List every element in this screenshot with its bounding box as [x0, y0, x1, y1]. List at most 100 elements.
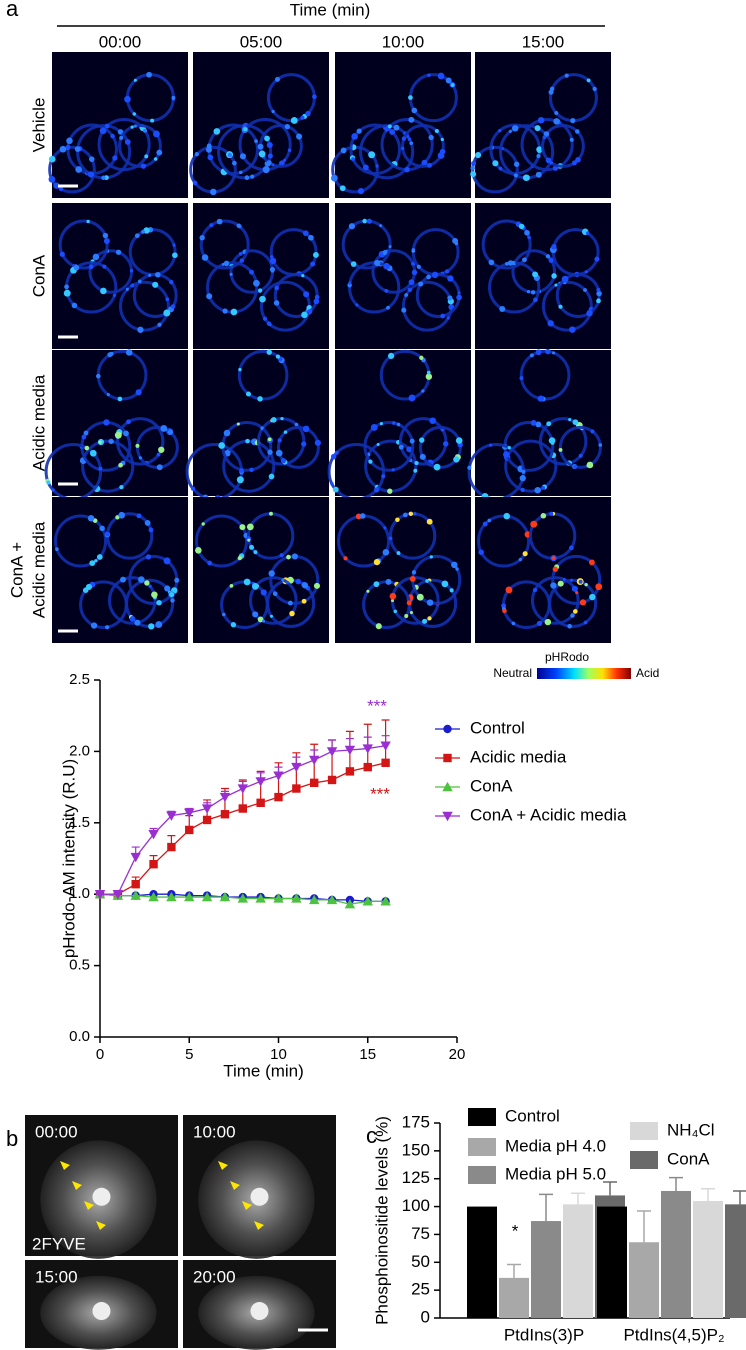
puncta: [592, 86, 597, 92]
panel-label: a: [6, 0, 19, 21]
puncta: [455, 567, 459, 571]
micrograph: [193, 52, 329, 198]
data-point: [238, 804, 247, 813]
puncta: [425, 579, 429, 583]
puncta: [382, 549, 390, 556]
puncta: [232, 160, 237, 166]
micrograph: [335, 350, 471, 496]
puncta: [521, 469, 526, 474]
puncta: [355, 303, 359, 307]
puncta: [549, 511, 554, 516]
puncta: [545, 157, 552, 164]
row-label: ConA +: [7, 542, 26, 598]
legend-label: Control: [505, 1106, 560, 1125]
puncta: [487, 518, 492, 523]
puncta: [138, 576, 145, 583]
puncta: [272, 591, 278, 597]
nucleus: [250, 1187, 269, 1206]
cell: [195, 514, 249, 568]
puncta: [381, 474, 386, 479]
legend-label: ConA + Acidic media: [470, 805, 627, 824]
puncta: [130, 283, 135, 288]
legend-marker: [443, 753, 452, 763]
cell: [401, 124, 445, 168]
puncta: [409, 575, 416, 582]
puncta: [579, 599, 587, 606]
puncta: [568, 418, 572, 422]
puncta: [123, 430, 129, 437]
x-tick-label: PtdIns(3)P: [504, 1325, 584, 1344]
puncta: [136, 513, 142, 519]
puncta: [437, 72, 445, 80]
bar: [693, 1201, 723, 1318]
puncta: [427, 616, 432, 621]
puncta: [106, 393, 110, 397]
x-tick-label: 5: [185, 1046, 193, 1063]
arrow: [72, 1181, 82, 1190]
puncta: [548, 257, 554, 263]
puncta: [391, 421, 396, 425]
puncta: [455, 437, 463, 444]
puncta: [387, 352, 395, 360]
puncta: [456, 294, 462, 301]
puncta: [334, 450, 339, 455]
timestamp: 20:00: [193, 1267, 236, 1286]
data-point: [166, 811, 177, 821]
puncta: [376, 443, 380, 447]
puncta: [383, 262, 390, 270]
puncta: [379, 422, 383, 426]
puncta: [135, 443, 140, 448]
micrograph: [52, 350, 188, 496]
puncta: [48, 175, 56, 183]
puncta: [156, 599, 162, 606]
puncta: [287, 600, 293, 606]
puncta: [99, 525, 105, 532]
puncta: [222, 308, 228, 314]
data-point: [362, 896, 373, 906]
puncta: [447, 275, 454, 282]
puncta: [407, 287, 413, 293]
puncta: [257, 616, 264, 623]
puncta: [536, 620, 543, 627]
row-label: ConA: [29, 254, 48, 297]
puncta: [513, 173, 518, 178]
puncta: [258, 150, 266, 158]
puncta: [134, 233, 140, 239]
puncta: [348, 281, 352, 285]
puncta: [373, 559, 381, 566]
timepoint: 00:00: [99, 32, 142, 51]
puncta: [144, 580, 150, 586]
puncta: [205, 146, 212, 153]
significance: ***: [367, 696, 387, 715]
puncta: [163, 557, 171, 565]
cell: [115, 417, 165, 466]
arrow: [230, 1181, 240, 1190]
puncta: [522, 257, 527, 263]
puncta: [431, 271, 439, 279]
puncta: [254, 139, 258, 144]
puncta: [305, 110, 311, 117]
puncta: [129, 269, 134, 273]
puncta: [262, 316, 268, 321]
puncta: [596, 290, 602, 297]
puncta: [362, 218, 367, 224]
panel-label: c: [366, 1123, 377, 1148]
puncta: [428, 134, 434, 141]
puncta: [249, 269, 254, 275]
puncta: [155, 271, 161, 278]
puncta: [421, 389, 425, 393]
colorbar-high: Acid: [636, 666, 659, 680]
puncta: [351, 133, 358, 140]
nucleus: [92, 1187, 111, 1206]
puncta: [383, 526, 387, 530]
arrow: [84, 1201, 94, 1210]
puncta: [409, 141, 414, 146]
puncta: [135, 389, 142, 396]
legend-label: Media pH 4.0: [505, 1136, 606, 1155]
puncta: [454, 241, 459, 246]
puncta: [195, 547, 202, 554]
puncta: [406, 446, 413, 453]
puncta: [291, 553, 298, 560]
series-line: [100, 745, 386, 895]
puncta: [368, 151, 376, 159]
